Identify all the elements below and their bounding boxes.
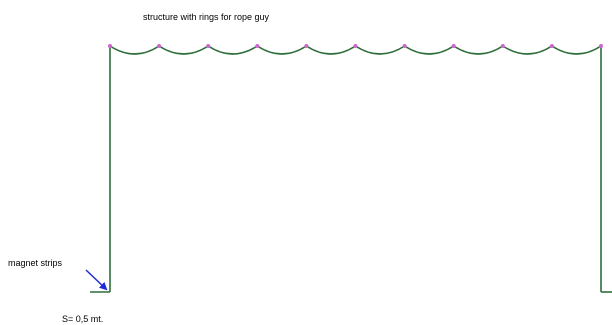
rope-scallop (109, 45, 160, 55)
ring (157, 44, 162, 48)
rope-scallop (207, 45, 258, 55)
rope-scallop (158, 45, 209, 55)
ring (353, 44, 358, 48)
rope-scallop (355, 45, 406, 55)
rope-scallop (404, 45, 455, 55)
magnet-strips-label: magnet strips (8, 258, 63, 268)
rope-scallop (502, 45, 553, 55)
ring (549, 44, 554, 48)
rope-scallop (453, 45, 504, 55)
rope-guy-scallops (109, 45, 602, 55)
rings-group (108, 44, 603, 48)
structure-frame (90, 46, 612, 293)
rope-scallop (305, 45, 356, 55)
spacing-label: S= 0,5 mt. (62, 314, 103, 324)
rope-scallop (551, 45, 602, 55)
diagram-title: structure with rings for rope guy (143, 12, 270, 22)
ring (599, 44, 603, 48)
ring (108, 44, 112, 48)
ring (451, 44, 456, 48)
ring (255, 44, 260, 48)
rope-scallop (256, 45, 307, 55)
magnet-pointer-arrow (85, 269, 108, 291)
ring (206, 44, 211, 48)
ring (500, 44, 505, 48)
ring (304, 44, 309, 48)
ring (402, 44, 407, 48)
